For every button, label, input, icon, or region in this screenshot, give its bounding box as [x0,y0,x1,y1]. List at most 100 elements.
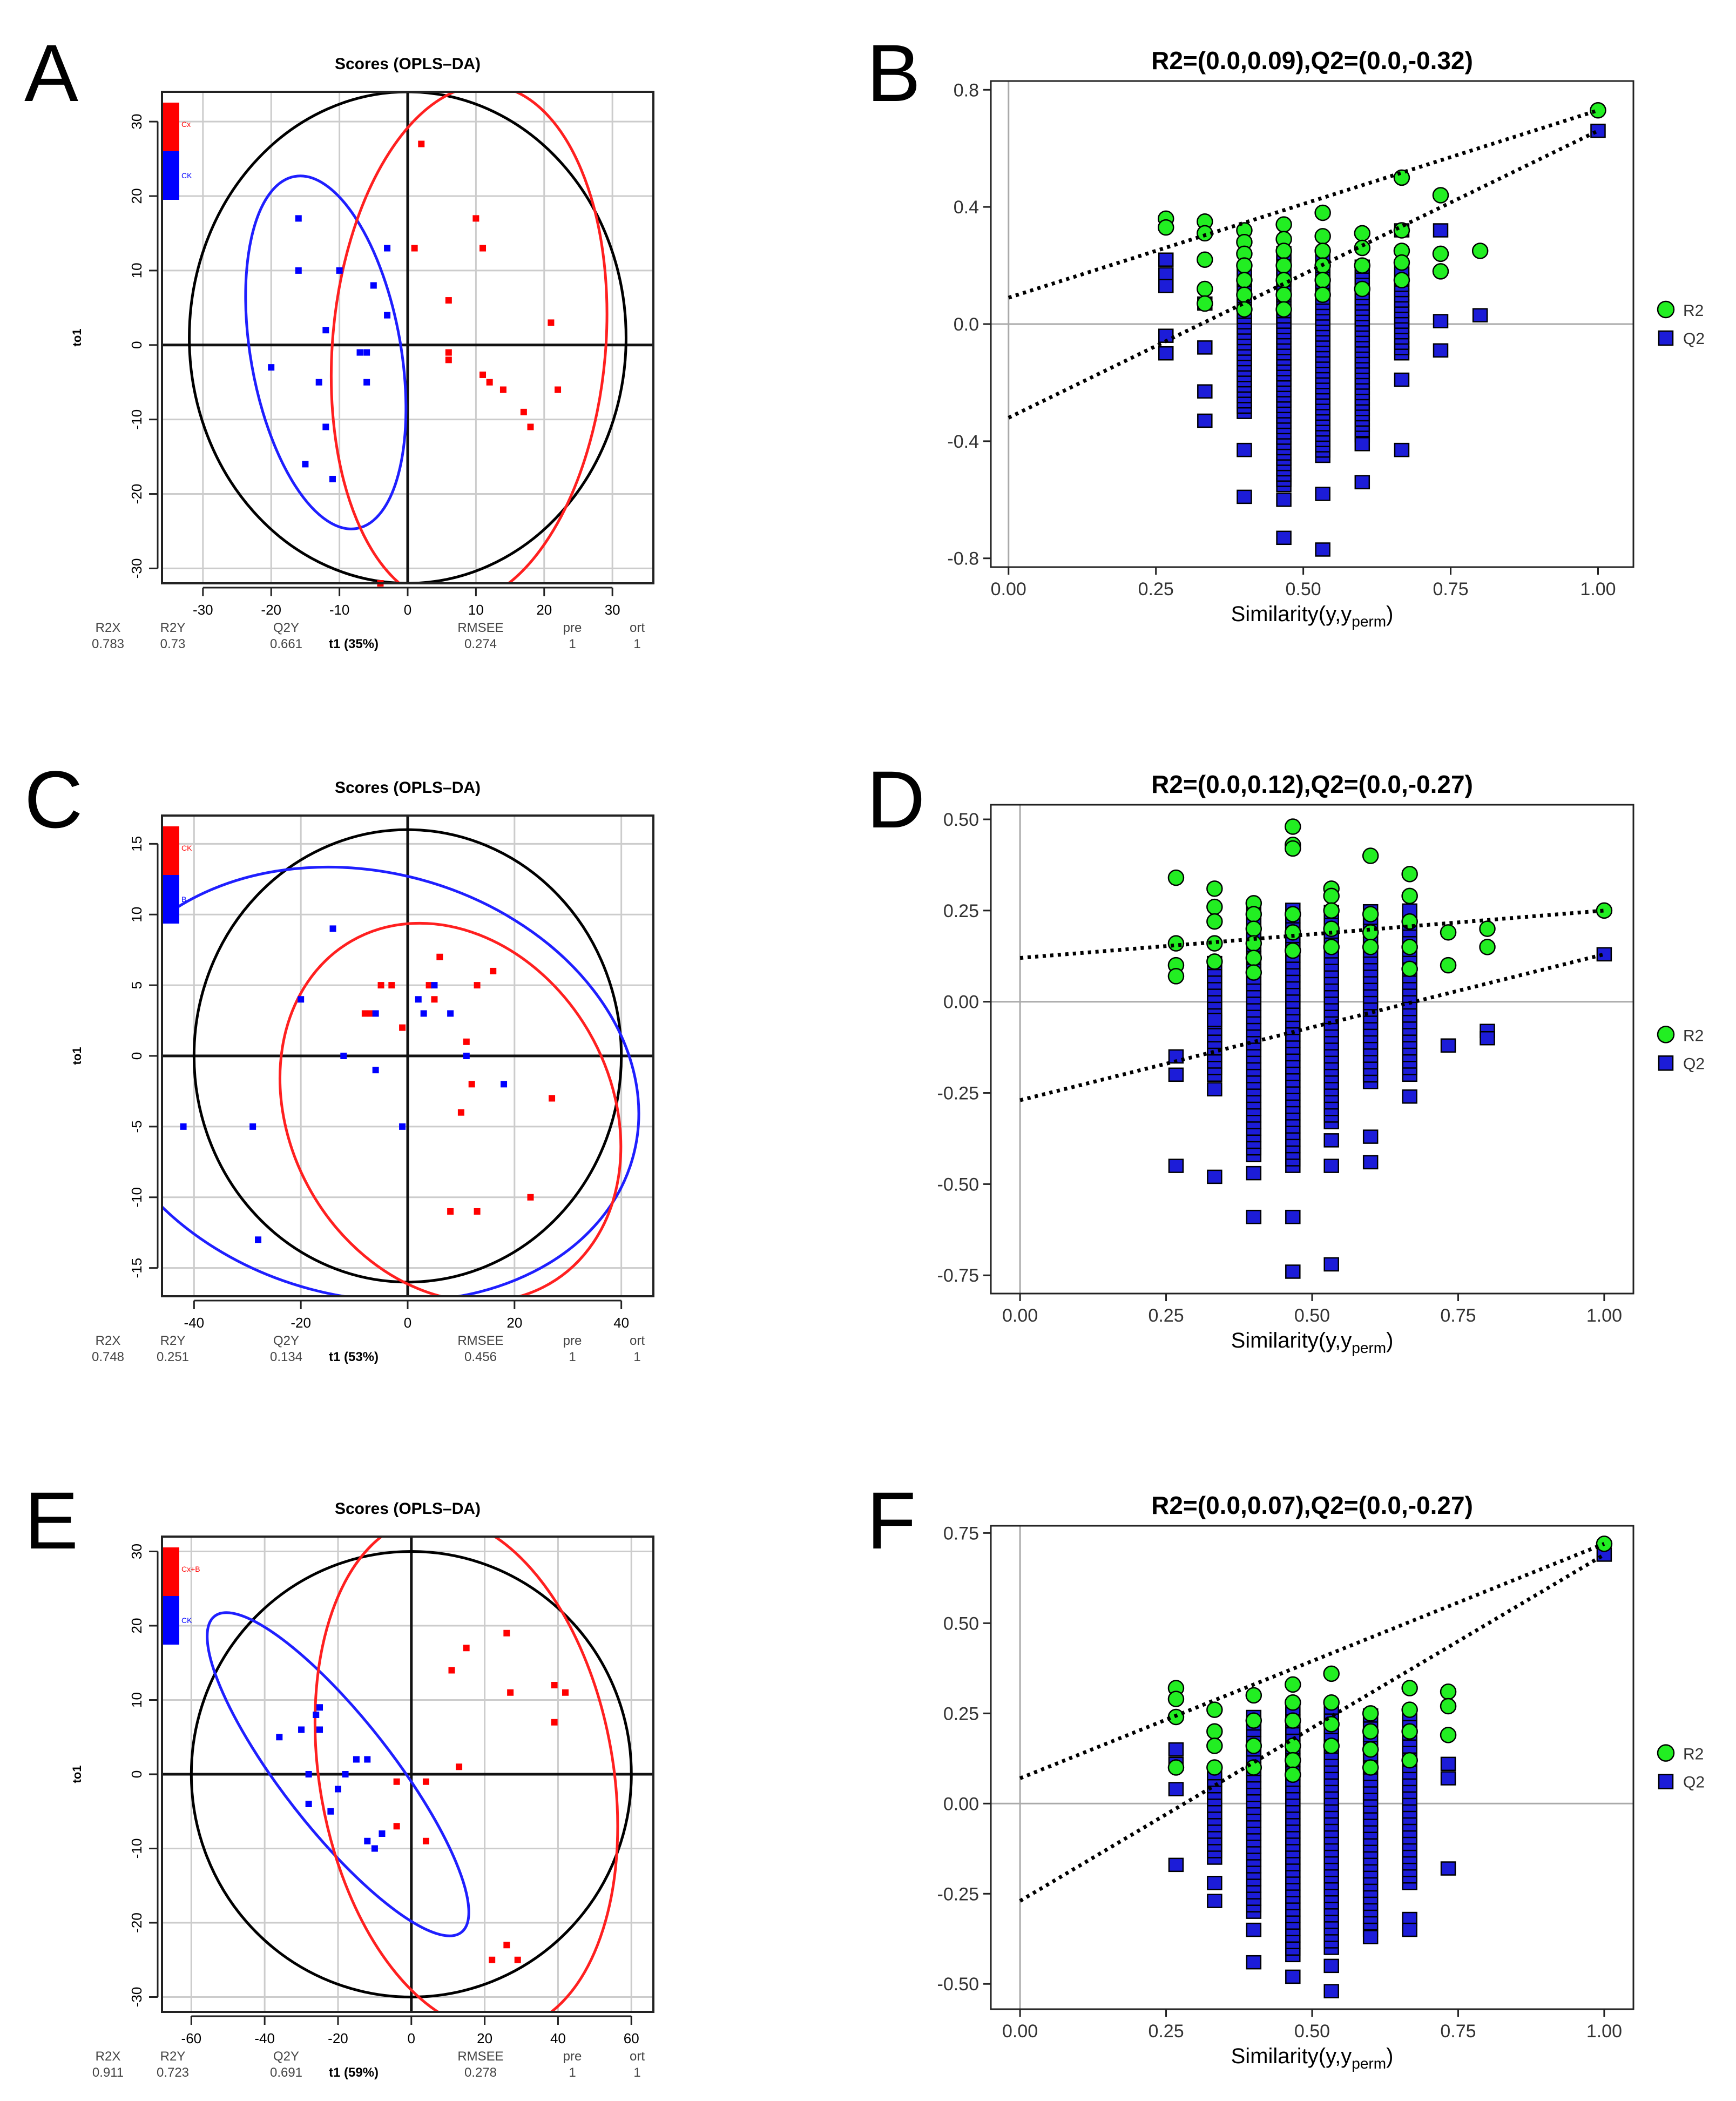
q2-point [1323,1257,1339,1272]
score-point-group2 [363,379,370,386]
score-point-group2 [316,1704,323,1711]
r2-point [1323,939,1340,955]
r2-point [1275,243,1292,259]
r2-point [1245,1759,1262,1776]
score-point-group1 [367,1010,374,1017]
r2-point [1167,869,1185,886]
score-point-group1 [479,371,487,378]
x-axis-label: Similarity(y,yperm) [1231,2044,1394,2072]
x-tick-label: 40 [613,1315,629,1331]
r2-point [1393,254,1410,271]
q2-point [1590,123,1606,138]
q2-point [1323,1133,1339,1148]
y-tick-label: -15 [129,1258,145,1278]
r2-point [1275,257,1292,274]
r2-regression-line [1019,1542,1605,1780]
q2-point [1158,346,1174,361]
x-tick-label: 60 [624,2030,639,2046]
r2-point [1206,1759,1223,1776]
r2-point [1401,939,1418,955]
q2-point [1246,1209,1262,1224]
x-axis-label: t1 (35%) [329,637,379,651]
stats-header: pre [563,1334,582,1348]
score-point-group1 [445,356,452,363]
q2-point [1207,1082,1222,1097]
x-tick-label: 0.75 [1440,2021,1476,2042]
r2-point [1285,906,1301,922]
q2-regression-line [1019,952,1605,1102]
r2-point [1167,968,1185,985]
q2-point [1168,1067,1184,1082]
y-tick-label: 30 [129,114,145,130]
x-tick-label: -40 [184,1315,205,1331]
x-tick-label: -60 [181,2030,202,2046]
x-axis-label-close: ) [1386,2044,1393,2068]
r2-point [1245,1738,1262,1754]
q2-point [1362,1129,1379,1144]
legend-swatch-group2 [163,875,179,924]
x-axis-label-subscript: perm [1352,613,1386,630]
q2-point [1207,1013,1222,1027]
legend-q2-marker [1658,330,1674,346]
q2-point [1433,314,1449,328]
q2-point [1237,489,1252,504]
y-tick-label: -0.50 [937,1974,980,1995]
q2-regression-line [1008,129,1599,420]
r2-point [1362,1723,1379,1740]
score-point-group2 [276,1734,283,1741]
r2-point [1245,906,1262,922]
score-point-group2 [255,1236,262,1243]
score-point-group1 [422,1837,429,1844]
score-point-group1 [549,1095,556,1102]
score-point-group1 [555,386,562,393]
score-point-group2 [180,1123,187,1130]
x-tick-label: -30 [193,602,213,618]
y-tick-label: -0.50 [937,1174,980,1195]
score-point-group1 [474,1208,481,1215]
y-tick-label: -0.4 [947,432,979,452]
y-tick-label: -0.75 [937,1265,980,1286]
y-tick-label: 0.25 [943,901,979,921]
r2-point [1285,818,1301,835]
x-tick-label: 1.00 [1586,1305,1622,1326]
x-tick-label: 0.25 [1138,579,1174,600]
permutation-plot-F: R2=(0.0,0.07),Q2=(0.0,-0.27) 0.00 0.25 0.50… [937,1491,1705,2072]
score-point-group2 [353,1756,360,1763]
r2-point [1362,1759,1379,1776]
stats-value: 1 [633,1350,640,1364]
y-tick-label: 15 [129,836,145,852]
score-point-group2 [399,1123,406,1130]
q2-point [1440,1038,1456,1053]
x-tick-label: 20 [506,1315,522,1331]
score-point-group2 [295,267,302,274]
scores-plot-C: Scores (OPLS–DA) CK B -40 -20 0 20 40 -15 -10 -5 0 5… [70,779,654,1364]
r2-point [1167,1691,1185,1707]
q2-point [1237,442,1252,457]
q2-point [1276,493,1292,507]
r2-point [1401,887,1418,905]
r2-point [1197,280,1213,298]
plot-title: Scores (OPLS–DA) [335,55,481,73]
legend-swatch-group2 [163,1596,179,1645]
score-point-group1 [486,379,493,386]
legend-label-group2: CK [181,171,192,180]
r2-point [1206,913,1223,930]
score-point-group2 [370,282,377,289]
r2-point [1167,1759,1185,1776]
legend-q2-marker [1658,1055,1674,1071]
r2-point [1432,245,1449,262]
score-point-group1 [463,1645,470,1652]
score-point-group1 [425,982,433,989]
r2-point [1206,1723,1223,1740]
score-point-group1 [445,349,452,356]
plot-title: R2=(0.0,0.07),Q2=(0.0,-0.27) [1151,1491,1473,1519]
q2-point [1354,437,1370,452]
x-tick-label: 0.25 [1148,2021,1184,2042]
r2-point [1285,1676,1301,1693]
r2-point [1275,301,1292,318]
stats-value: 0.251 [157,1350,189,1364]
score-point-group2 [371,1845,378,1852]
score-point-group1 [551,1719,558,1726]
r2-point [1236,272,1253,288]
